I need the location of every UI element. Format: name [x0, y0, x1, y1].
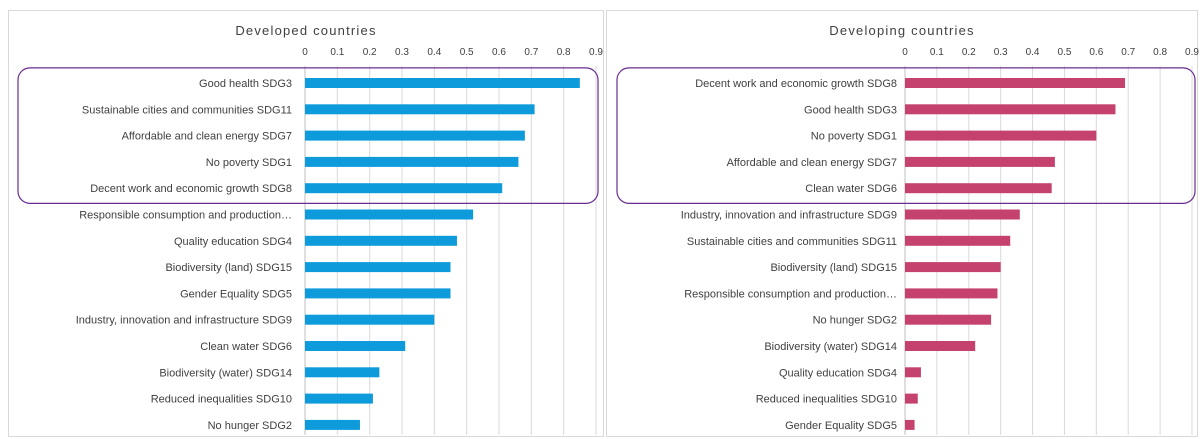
bar	[305, 209, 474, 220]
highlight-box	[616, 67, 1196, 204]
bar	[905, 314, 992, 325]
category-label: Good health SDG3	[199, 78, 292, 90]
x-tick-label: 0	[302, 47, 308, 58]
category-label: Affordable and clean energy SDG7	[727, 157, 897, 169]
highlight-box	[17, 67, 599, 204]
category-label: Quality education SDG4	[174, 236, 292, 248]
bar	[305, 393, 373, 404]
x-tick-label: 0.1	[930, 47, 944, 58]
x-tick-label: 0.5	[1057, 47, 1071, 58]
category-label: Affordable and clean energy SDG7	[122, 131, 292, 143]
bar	[305, 262, 451, 273]
bar	[305, 183, 503, 194]
x-tick-label: 0	[902, 47, 908, 58]
bar	[305, 130, 525, 141]
category-label: Biodiversity (water) SDG14	[159, 367, 292, 379]
category-label: Biodiversity (land) SDG15	[770, 262, 897, 274]
bar	[905, 288, 998, 299]
bar	[305, 288, 451, 299]
bar	[905, 262, 1001, 273]
category-label: No hunger SDG2	[813, 315, 897, 327]
bar	[905, 130, 1097, 141]
x-tick-label: 0.8	[1153, 47, 1167, 58]
bar	[305, 419, 360, 430]
bar	[905, 183, 1052, 194]
category-label: Gender Equality SDG5	[180, 288, 292, 300]
x-tick-label: 0.1	[330, 47, 344, 58]
bar	[305, 104, 535, 115]
x-tick-label: 0.9	[1185, 47, 1199, 58]
category-label: Clean water SDG6	[200, 341, 292, 353]
category-label: Industry, innovation and infrastructure …	[76, 315, 292, 327]
x-tick-label: 0.8	[557, 47, 571, 58]
x-tick-label: 0.6	[1089, 47, 1103, 58]
x-tick-label: 0.9	[589, 47, 603, 58]
category-label: Quality education SDG4	[779, 367, 897, 379]
chart-title: Developed countries	[235, 23, 377, 38]
category-label: No poverty SDG1	[206, 157, 292, 169]
x-tick-label: 0.2	[962, 47, 976, 58]
category-label: Good health SDG3	[804, 104, 897, 116]
category-label: Sustainable cities and communities SDG11	[687, 236, 897, 248]
bar	[305, 367, 380, 378]
bar	[905, 341, 976, 351]
bar	[305, 341, 406, 351]
bar	[905, 393, 918, 404]
bar	[905, 235, 1011, 246]
bar	[305, 78, 580, 88]
chart-svg-developed: 0 0.1 0.2 0.3 0.4 0.5 0.6 0.7 0.8 0.9 Good health …	[17, 47, 603, 435]
x-tick-label: 0.7	[524, 47, 538, 58]
x-tick-label: 0.2	[363, 47, 377, 58]
category-label: Industry, innovation and infrastructure …	[681, 210, 897, 222]
x-tick-label: 0.6	[492, 47, 506, 58]
category-label: No poverty SDG1	[811, 131, 897, 143]
category-label: Responsible consumption and production…	[79, 210, 292, 222]
x-tick-label: 0.7	[1121, 47, 1135, 58]
bar	[305, 156, 519, 167]
chart-panel-developing: Developing countries 0 0.1 0.2 0.3 0.4 0.5 0.6…	[606, 10, 1199, 437]
category-label: Biodiversity (land) SDG15	[165, 262, 292, 274]
bar	[305, 235, 457, 246]
category-label: Decent work and economic growth SDG8	[695, 78, 897, 90]
category-label: Reduced inequalities SDG10	[151, 394, 292, 406]
category-label: No hunger SDG2	[208, 420, 292, 432]
category-label: Sustainable cities and communities SDG11	[82, 104, 292, 116]
bar	[905, 209, 1020, 220]
x-tick-label: 0.3	[994, 47, 1008, 58]
bar	[905, 367, 921, 378]
bar	[905, 78, 1126, 88]
x-tick-label: 0.3	[395, 47, 409, 58]
x-tick-label: 0.4	[427, 47, 441, 58]
category-label: Decent work and economic growth SDG8	[90, 183, 292, 195]
category-label: Responsible consumption and production…	[684, 288, 897, 300]
x-tick-label: 0.4	[1026, 47, 1040, 58]
category-label: Clean water SDG6	[805, 183, 897, 195]
bar	[905, 419, 915, 430]
chart-title: Developing countries	[829, 23, 975, 38]
x-tick-label: 0.5	[460, 47, 474, 58]
category-label: Reduced inequalities SDG10	[756, 394, 897, 406]
bar	[905, 156, 1055, 167]
chart-panel-developed: Developed countries 0 0.1 0.2 0.3 0.4 0.5 0.6 0…	[8, 10, 604, 437]
category-label: Biodiversity (water) SDG14	[764, 341, 897, 353]
bar	[305, 314, 435, 325]
bar	[905, 104, 1116, 115]
category-label: Gender Equality SDG5	[785, 420, 897, 432]
chart-svg-developing: 0 0.1 0.2 0.3 0.4 0.5 0.6 0.7 0.8 0.9 Decent work …	[616, 47, 1199, 435]
